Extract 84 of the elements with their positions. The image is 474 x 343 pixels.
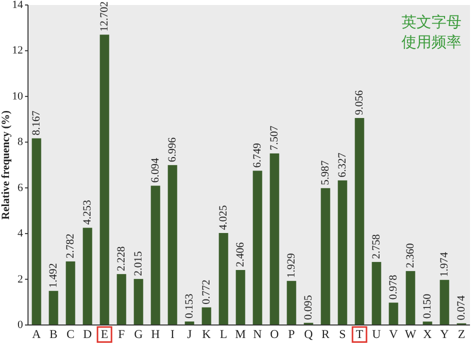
data-label: 2.758 — [370, 234, 382, 259]
bar — [116, 274, 126, 325]
bar — [48, 290, 58, 325]
x-tick-label: Q — [304, 327, 314, 341]
x-tick-label: T — [356, 327, 364, 341]
data-label: 6.094 — [150, 157, 162, 183]
data-label: 0.074 — [456, 295, 468, 320]
bar — [150, 186, 160, 325]
bar — [100, 34, 110, 325]
x-tick-label: J — [187, 327, 192, 341]
data-label: 5.987 — [320, 160, 332, 186]
data-label: 1.929 — [286, 252, 298, 278]
x-tick-label: X — [423, 327, 432, 341]
x-tick-label: U — [372, 327, 382, 341]
data-label: 6.327 — [336, 152, 348, 178]
y-tick-label: 4 — [18, 228, 24, 240]
bar — [32, 138, 42, 325]
x-tick-label: P — [288, 327, 296, 341]
x-tick-label: K — [202, 327, 212, 341]
bar — [354, 118, 364, 325]
bar — [270, 153, 280, 325]
data-label: 9.056 — [354, 90, 366, 116]
y-tick-label: 2 — [18, 273, 23, 286]
bar — [218, 233, 228, 325]
data-label: 1.492 — [48, 263, 60, 288]
y-tick-label: 0 — [18, 319, 24, 331]
data-label: 2.782 — [64, 234, 76, 258]
data-label: 0.153 — [184, 293, 196, 319]
x-tick-label: L — [220, 327, 228, 341]
x-tick-label: S — [339, 327, 346, 341]
x-tick-label: H — [151, 327, 160, 341]
data-label: 0.978 — [388, 274, 400, 300]
x-tick-label: M — [235, 327, 246, 341]
x-tick-label: Y — [440, 327, 450, 341]
x-tick-label: V — [389, 327, 398, 341]
y-tick-label: 12 — [12, 44, 23, 57]
data-label: 6.749 — [252, 142, 264, 168]
data-label: 7.507 — [268, 125, 280, 150]
y-axis-title: Relative frequency (%) — [0, 110, 12, 220]
x-tick-label: B — [49, 327, 58, 341]
x-tick-label: O — [270, 327, 280, 341]
x-tick-label: I — [170, 327, 174, 341]
text: 英文字母使用频率 — [400, 12, 462, 52]
bar — [202, 307, 212, 325]
bar — [286, 280, 296, 325]
data-label: 1.974 — [438, 252, 450, 277]
bar — [406, 271, 416, 325]
data-label: 2.015 — [132, 250, 144, 276]
data-label: 4.253 — [82, 200, 94, 225]
x-tick-label: E — [100, 327, 108, 341]
y-tick-label: 6 — [18, 182, 24, 194]
x-tick-label: G — [134, 327, 144, 341]
bar — [440, 280, 450, 325]
data-label: 4.025 — [218, 204, 230, 230]
bar — [236, 270, 246, 325]
y-tick-label: 10 — [12, 90, 24, 102]
data-label: 8.167 — [30, 110, 42, 136]
data-label: 0.150 — [422, 293, 434, 319]
bar — [66, 261, 76, 325]
x-tick-label: R — [321, 327, 330, 341]
data-label: 12.702 — [98, 1, 110, 32]
bar — [388, 302, 398, 325]
data-label: 0.772 — [200, 280, 212, 304]
data-label: 0.095 — [302, 294, 314, 320]
data-label: 2.228 — [116, 246, 128, 272]
x-tick-label: Z — [458, 327, 466, 341]
x-tick-label: F — [118, 327, 126, 341]
x-tick-label: C — [66, 327, 75, 341]
x-tick-label: D — [83, 327, 92, 341]
bar — [372, 262, 382, 325]
bar — [134, 278, 144, 325]
x-tick-label: A — [32, 327, 42, 341]
bar — [320, 188, 330, 325]
x-tick-label: W — [404, 327, 417, 341]
x-tick-label: N — [253, 327, 262, 341]
bar — [338, 180, 348, 325]
data-label: 2.406 — [234, 242, 246, 268]
y-tick-label: 8 — [18, 136, 24, 148]
y-tick-label: 14 — [12, 0, 24, 11]
bar — [252, 170, 262, 325]
bar — [168, 165, 178, 325]
data-label: 2.360 — [404, 242, 416, 268]
bar — [82, 228, 92, 325]
data-label: 6.996 — [166, 136, 178, 162]
